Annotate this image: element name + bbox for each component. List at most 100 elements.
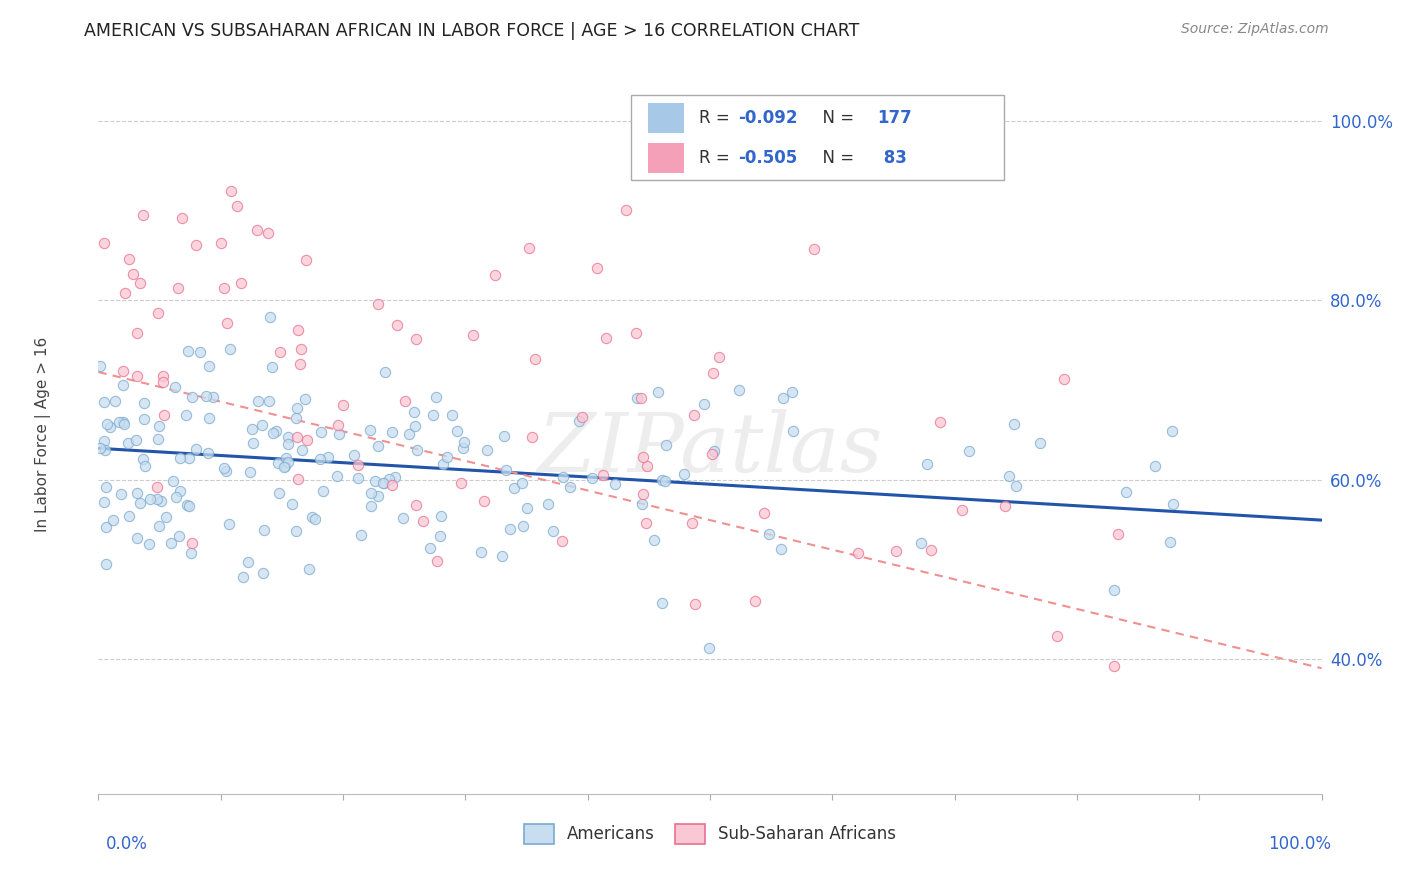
- Point: [264, 424, 287, 438]
- Point: [294, 252, 316, 267]
- Point: [697, 640, 720, 655]
- Point: [294, 392, 316, 406]
- Point: [654, 474, 676, 488]
- Point: [281, 497, 304, 511]
- Point: [683, 409, 706, 423]
- Point: [328, 418, 350, 433]
- Point: [96, 519, 118, 533]
- Point: [846, 546, 869, 560]
- Point: [160, 536, 183, 550]
- Point: [630, 392, 652, 406]
- Text: N =: N =: [811, 109, 859, 128]
- Point: [287, 472, 309, 486]
- Point: [571, 410, 593, 425]
- Text: ZIPatlas: ZIPatlas: [537, 409, 883, 489]
- Point: [631, 497, 654, 511]
- Point: [1053, 372, 1076, 386]
- Point: [626, 391, 648, 405]
- Point: [163, 380, 186, 394]
- Point: [624, 326, 647, 340]
- Point: [167, 280, 190, 294]
- Point: [332, 398, 354, 412]
- Point: [950, 503, 973, 517]
- Point: [512, 475, 534, 490]
- Point: [727, 383, 749, 397]
- Point: [430, 508, 453, 523]
- Point: [422, 408, 444, 422]
- Point: [246, 223, 269, 237]
- Point: [347, 471, 370, 485]
- Point: [169, 450, 191, 465]
- Point: [179, 499, 201, 513]
- Point: [93, 434, 115, 448]
- Point: [1002, 417, 1025, 431]
- Point: [180, 390, 202, 404]
- Point: [291, 442, 314, 457]
- Point: [631, 450, 654, 464]
- Point: [94, 557, 117, 571]
- Point: [672, 467, 695, 481]
- Point: [384, 470, 406, 484]
- Point: [201, 390, 224, 404]
- Point: [225, 199, 247, 213]
- Point: [595, 331, 617, 345]
- Point: [1102, 583, 1125, 598]
- Point: [381, 425, 404, 440]
- Point: [782, 424, 804, 438]
- Point: [194, 389, 217, 403]
- Point: [252, 418, 274, 433]
- Point: [274, 458, 297, 473]
- Point: [581, 471, 603, 485]
- Point: [132, 396, 155, 410]
- Point: [1115, 485, 1137, 500]
- Point: [134, 412, 156, 426]
- Point: [236, 556, 259, 570]
- Point: [188, 344, 211, 359]
- Point: [273, 460, 295, 475]
- Point: [260, 360, 283, 375]
- Point: [453, 434, 475, 449]
- Point: [651, 473, 673, 487]
- Point: [392, 511, 415, 525]
- Point: [360, 486, 382, 500]
- Point: [634, 516, 657, 530]
- Point: [89, 441, 111, 455]
- Point: [647, 385, 669, 400]
- Point: [558, 480, 581, 494]
- Point: [477, 443, 499, 458]
- Point: [693, 397, 716, 411]
- Point: [212, 460, 235, 475]
- Point: [651, 596, 673, 610]
- Point: [290, 342, 312, 356]
- Point: [426, 554, 449, 568]
- Point: [284, 524, 307, 538]
- Point: [277, 429, 299, 443]
- Point: [494, 429, 516, 443]
- Point: [551, 534, 574, 549]
- Point: [769, 542, 792, 557]
- Legend: Americans, Sub-Saharan Africans: Americans, Sub-Saharan Africans: [517, 818, 903, 850]
- Point: [304, 512, 326, 526]
- Point: [155, 509, 177, 524]
- Point: [146, 432, 169, 446]
- Bar: [648, 143, 685, 173]
- Point: [114, 285, 136, 300]
- Point: [146, 480, 169, 494]
- Point: [346, 458, 368, 473]
- Text: R =: R =: [699, 149, 735, 167]
- Point: [702, 447, 724, 461]
- Point: [325, 469, 347, 483]
- Point: [153, 409, 176, 423]
- Point: [98, 420, 121, 434]
- Point: [127, 326, 149, 340]
- Point: [470, 545, 492, 559]
- Point: [394, 393, 416, 408]
- Point: [551, 470, 574, 484]
- Point: [162, 475, 184, 489]
- Point: [517, 241, 540, 255]
- Point: [522, 430, 544, 444]
- Point: [910, 535, 932, 549]
- Point: [93, 495, 115, 509]
- Text: -0.092: -0.092: [738, 109, 797, 128]
- Point: [253, 523, 276, 537]
